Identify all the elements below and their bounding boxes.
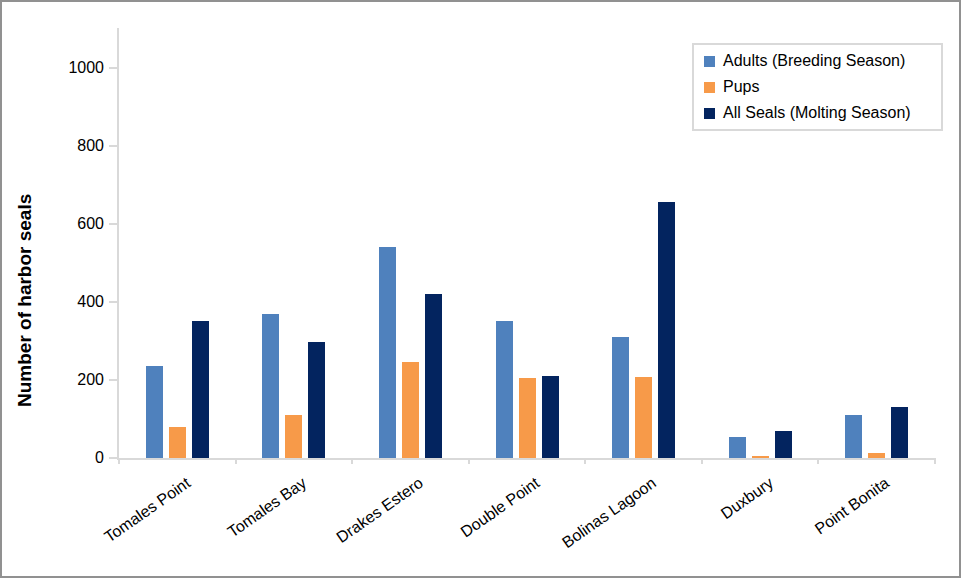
x-axis-label: Double Point: [458, 474, 543, 541]
category-group-0: [119, 28, 236, 458]
bar: [169, 427, 186, 458]
y-tick-mark: [109, 301, 117, 303]
legend-label: All Seals (Molting Season): [723, 104, 911, 122]
legend: Adults (Breeding Season) Pups All Seals (M…: [692, 43, 943, 131]
x-tick-mark: [701, 458, 703, 464]
y-tick-mark: [109, 223, 117, 225]
y-tick-mark: [109, 145, 117, 147]
legend-label: Adults (Breeding Season): [723, 52, 905, 70]
y-tick-label-200: 200: [2, 372, 104, 388]
bar: [519, 378, 536, 458]
bar: [425, 294, 442, 458]
x-axis-label: Duxbury: [717, 474, 776, 523]
legend-item: All Seals (Molting Season): [704, 100, 931, 126]
bar: [612, 337, 629, 458]
bar: [658, 202, 675, 458]
bar: [868, 453, 885, 458]
bar: [402, 362, 419, 458]
category-group-3: [469, 28, 586, 458]
bar: [542, 376, 559, 458]
x-axis-label: Drakes Estero: [333, 474, 426, 547]
category-group-4: [585, 28, 702, 458]
x-tick-mark: [934, 458, 936, 464]
bar: [729, 437, 746, 458]
chart-window: Number of harbor seals Adults (Breeding …: [0, 0, 961, 578]
y-tick-label-0: 0: [2, 450, 104, 466]
bar: [775, 431, 792, 458]
bar: [635, 377, 652, 458]
bar: [496, 321, 513, 458]
x-tick-mark: [118, 458, 120, 464]
legend-label: Pups: [723, 78, 759, 96]
category-group-1: [236, 28, 353, 458]
x-tick-mark: [817, 458, 819, 464]
y-tick-label-400: 400: [2, 294, 104, 310]
bar: [146, 366, 163, 458]
bar: [891, 407, 908, 458]
legend-item: Adults (Breeding Season): [704, 48, 931, 74]
bar: [308, 342, 325, 458]
category-group-2: [352, 28, 469, 458]
y-tick-mark: [109, 379, 117, 381]
x-tick-mark: [584, 458, 586, 464]
legend-item: Pups: [704, 74, 931, 100]
bar: [262, 314, 279, 458]
y-tick-mark: [109, 67, 117, 69]
y-tick-mark: [109, 457, 117, 459]
x-tick-mark: [351, 458, 353, 464]
y-tick-label-800: 800: [2, 138, 104, 154]
x-axis-label: Point Bonita: [812, 474, 893, 538]
bar: [752, 456, 769, 458]
y-tick-label-600: 600: [2, 216, 104, 232]
x-tick-mark: [468, 458, 470, 464]
bar: [285, 415, 302, 458]
legend-swatch: [704, 108, 715, 119]
y-tick-label-1000: 1000: [2, 60, 104, 76]
bar: [845, 415, 862, 458]
bar: [192, 321, 209, 458]
x-axis-label: Tomales Bay: [225, 474, 310, 541]
bar: [379, 247, 396, 458]
x-axis-label: Tomales Point: [101, 474, 194, 546]
legend-swatch: [704, 82, 715, 93]
legend-swatch: [704, 56, 715, 67]
x-tick-mark: [235, 458, 237, 464]
x-axis-label: Bolinas Lagoon: [559, 474, 660, 552]
